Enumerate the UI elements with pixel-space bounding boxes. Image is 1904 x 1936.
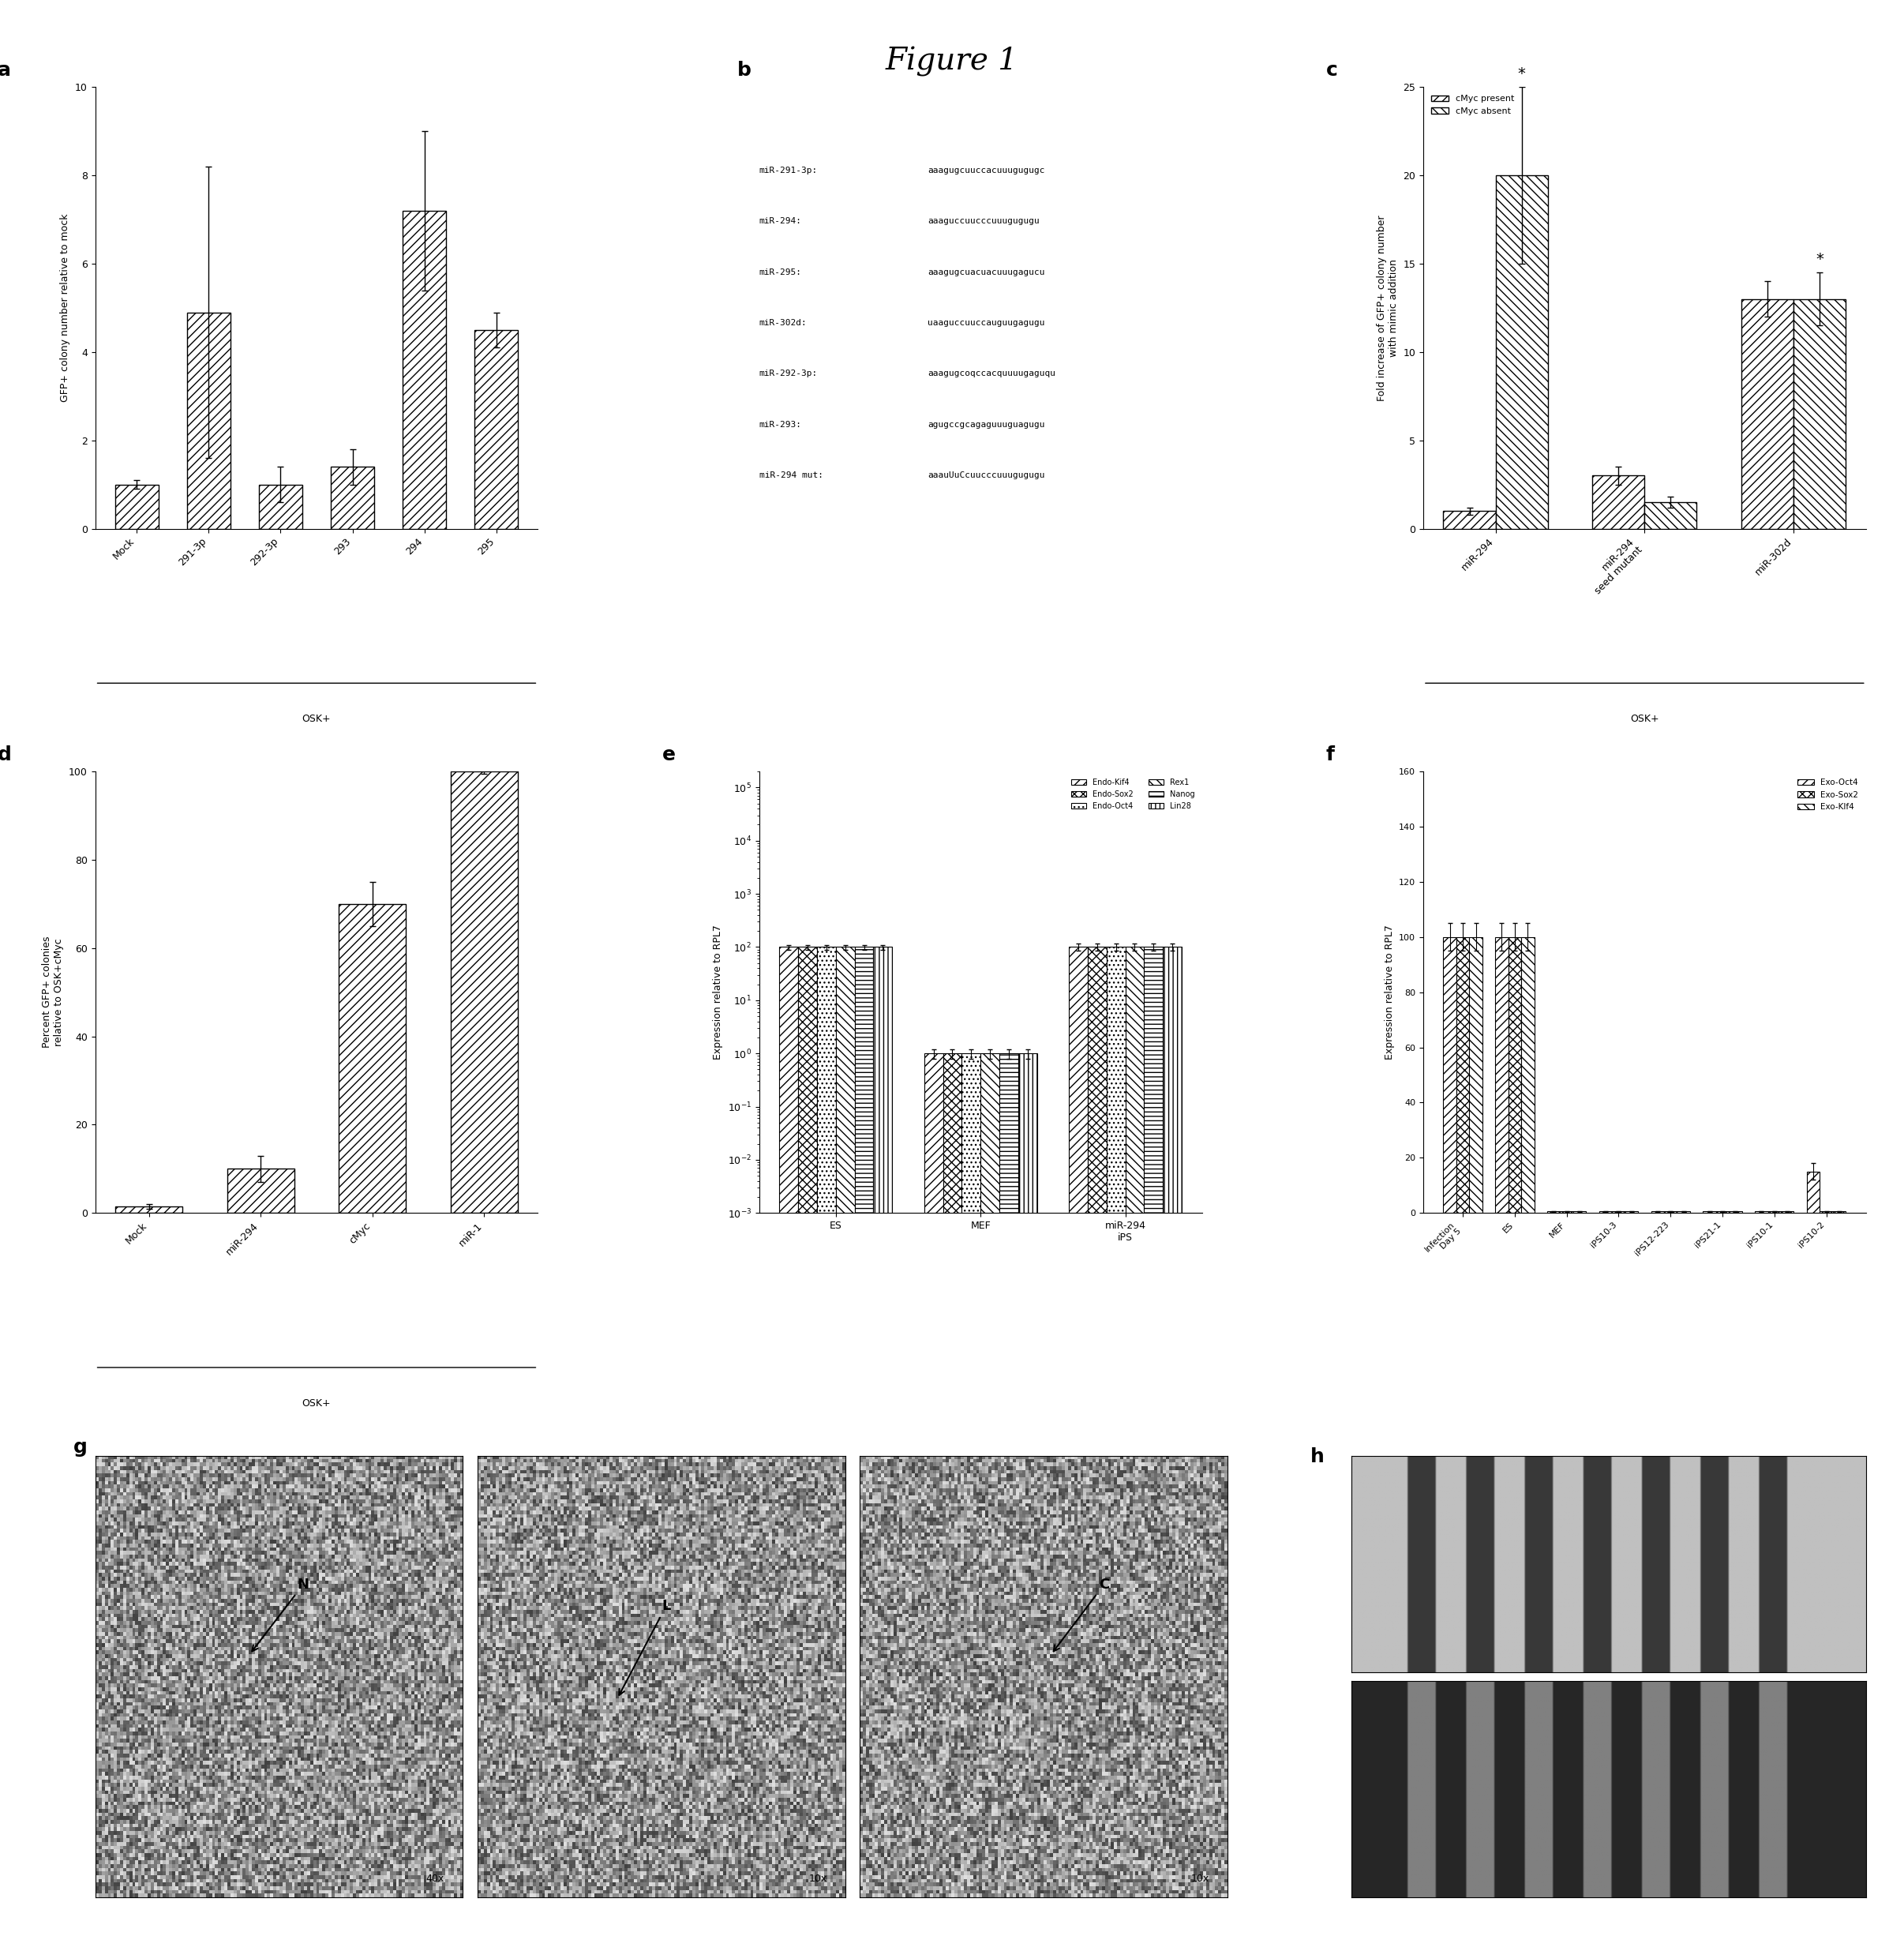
Text: aaagugcoqccacquuuugaguqu: aaagugcoqccacquuuugaguqu bbox=[927, 370, 1055, 378]
Text: f: f bbox=[1325, 745, 1335, 765]
Bar bbox=[798, 947, 817, 1936]
Bar bbox=[259, 484, 303, 529]
Bar bbox=[817, 947, 836, 1936]
Text: miR-293:: miR-293: bbox=[760, 420, 802, 428]
Text: uaaguccuuccauguugagugu: uaaguccuuccauguugagugu bbox=[927, 319, 1045, 327]
Text: miR-292-3p:: miR-292-3p: bbox=[760, 370, 819, 378]
Text: c: c bbox=[1325, 60, 1339, 79]
Text: b: b bbox=[737, 60, 752, 79]
Bar bbox=[1087, 947, 1106, 1936]
Bar bbox=[962, 1053, 981, 1936]
Text: L: L bbox=[619, 1599, 670, 1696]
Text: OSK+: OSK+ bbox=[1630, 714, 1658, 724]
Text: aaagugcuacuacuuugagucu: aaagugcuacuacuuugagucu bbox=[927, 267, 1045, 277]
Text: N: N bbox=[251, 1578, 308, 1651]
Bar bbox=[1521, 937, 1535, 1214]
Text: 10x: 10x bbox=[809, 1874, 826, 1884]
Bar bbox=[1144, 947, 1163, 1936]
Bar bbox=[227, 1169, 295, 1214]
Legend: Endo-Kif4, Endo-Sox2, Endo-Oct4, Rex1, Nanog, Lin28: Endo-Kif4, Endo-Sox2, Endo-Oct4, Rex1, N… bbox=[1068, 774, 1198, 813]
Bar bbox=[1470, 937, 1483, 1214]
Y-axis label: Percent GFP+ colonies
relative to OSK+cMyc: Percent GFP+ colonies relative to OSK+cM… bbox=[42, 937, 65, 1047]
Bar bbox=[1495, 176, 1548, 529]
Bar bbox=[1019, 1053, 1038, 1936]
Bar bbox=[1645, 501, 1696, 529]
Text: a: a bbox=[0, 60, 11, 79]
Legend: Exo-Oct4, Exo-Sox2, Exo-Klf4: Exo-Oct4, Exo-Sox2, Exo-Klf4 bbox=[1794, 776, 1862, 813]
Y-axis label: Fold increase of GFP+ colony number
with mimic addition: Fold increase of GFP+ colony number with… bbox=[1377, 215, 1399, 401]
Text: miR-294:: miR-294: bbox=[760, 217, 802, 225]
Legend: cMyc present, cMyc absent: cMyc present, cMyc absent bbox=[1428, 91, 1517, 118]
Bar bbox=[1443, 511, 1495, 529]
Text: aaagugcuuccacuuugugugc: aaagugcuuccacuuugugugc bbox=[927, 166, 1045, 174]
Text: OSK+: OSK+ bbox=[303, 1398, 331, 1409]
Bar bbox=[1443, 937, 1457, 1214]
Bar bbox=[923, 1053, 942, 1936]
Bar bbox=[1125, 947, 1144, 1936]
Text: 40x: 40x bbox=[426, 1874, 444, 1884]
Text: miR-295:: miR-295: bbox=[760, 267, 802, 277]
Bar bbox=[855, 947, 874, 1936]
Bar bbox=[942, 1053, 962, 1936]
Bar bbox=[1508, 937, 1521, 1214]
Bar bbox=[404, 211, 446, 529]
Bar bbox=[451, 771, 518, 1214]
Bar bbox=[187, 312, 230, 529]
Bar bbox=[1592, 476, 1645, 529]
Bar bbox=[331, 467, 373, 529]
Text: *: * bbox=[1517, 66, 1525, 81]
Text: miR-294 mut:: miR-294 mut: bbox=[760, 470, 823, 478]
Bar bbox=[1794, 298, 1845, 529]
Text: *: * bbox=[1816, 252, 1824, 267]
Text: h: h bbox=[1310, 1446, 1323, 1466]
Text: d: d bbox=[0, 745, 11, 765]
Text: aaaguccuucccuuugugugu: aaaguccuucccuuugugugu bbox=[927, 217, 1040, 225]
Bar bbox=[1742, 298, 1794, 529]
Y-axis label: Expression relative to RPL7: Expression relative to RPL7 bbox=[712, 925, 724, 1059]
Bar bbox=[1000, 1053, 1019, 1936]
Text: Figure 1: Figure 1 bbox=[885, 46, 1019, 76]
Bar bbox=[339, 904, 406, 1214]
Text: OSK+: OSK+ bbox=[303, 714, 331, 724]
Bar bbox=[1163, 947, 1182, 1936]
Bar bbox=[1495, 937, 1508, 1214]
Text: C: C bbox=[1053, 1578, 1110, 1651]
Bar bbox=[779, 947, 798, 1936]
Text: e: e bbox=[663, 745, 676, 765]
Text: g: g bbox=[72, 1438, 88, 1458]
Bar bbox=[981, 1053, 1000, 1936]
Bar bbox=[474, 329, 518, 529]
Bar bbox=[1807, 1171, 1820, 1214]
Y-axis label: GFP+ colony number relative to mock: GFP+ colony number relative to mock bbox=[61, 213, 70, 403]
Text: miR-291-3p:: miR-291-3p: bbox=[760, 166, 819, 174]
Bar bbox=[116, 1206, 183, 1214]
Text: miR-302d:: miR-302d: bbox=[760, 319, 807, 327]
Bar bbox=[1457, 937, 1470, 1214]
Bar bbox=[1068, 947, 1087, 1936]
Bar bbox=[836, 947, 855, 1936]
Bar bbox=[1106, 947, 1125, 1936]
Bar bbox=[874, 947, 893, 1936]
Bar bbox=[116, 484, 158, 529]
Text: 10x: 10x bbox=[1190, 1874, 1209, 1884]
Y-axis label: Expression relative to RPL7: Expression relative to RPL7 bbox=[1384, 925, 1394, 1059]
Text: aaauUuCcuucccuuugugugu: aaauUuCcuucccuuugugugu bbox=[927, 470, 1045, 478]
Text: agugccgcagaguuuguagugu: agugccgcagaguuuguagugu bbox=[927, 420, 1045, 428]
